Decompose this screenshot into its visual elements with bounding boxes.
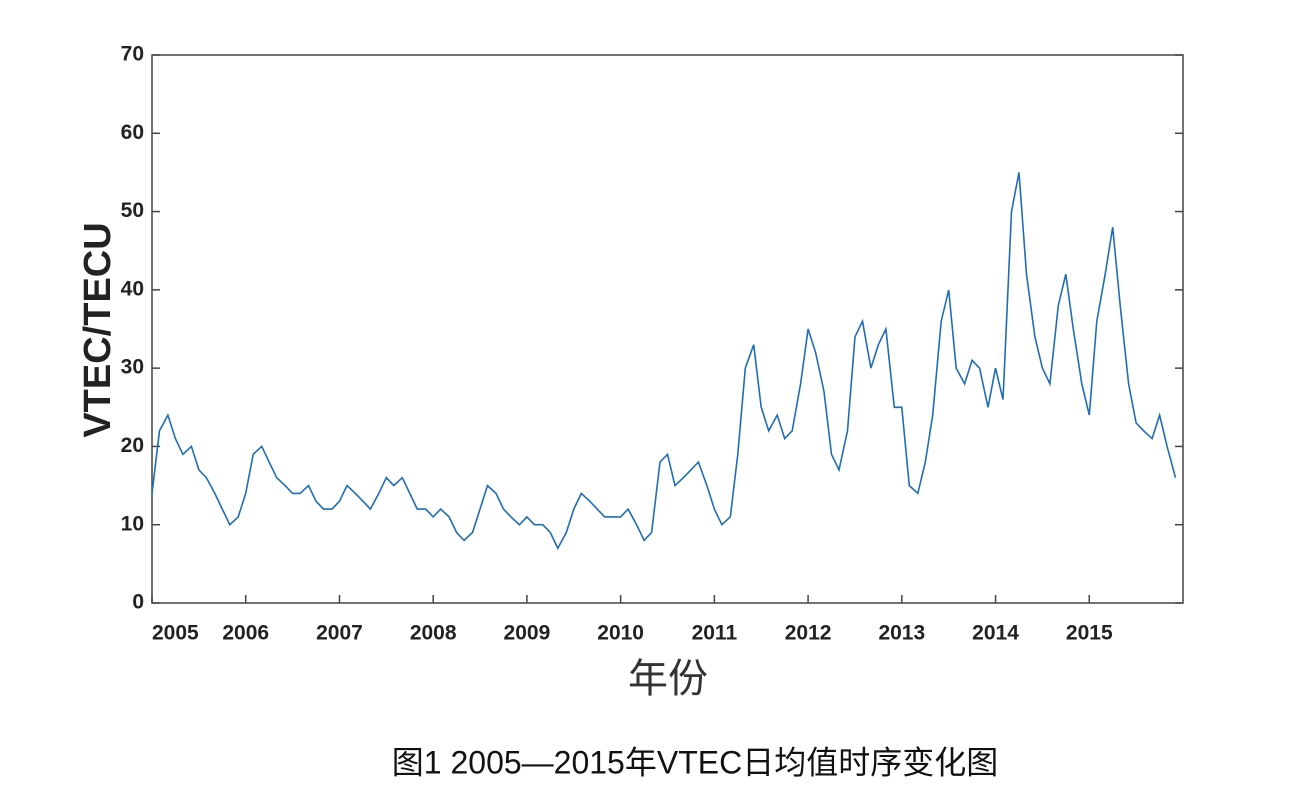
x-tick-label: 2015 [1066, 622, 1113, 645]
y-tick-label: 10 [121, 512, 144, 535]
x-tick-label: 2008 [410, 622, 457, 645]
series-line [151, 172, 1177, 550]
plot-frame [151, 54, 1184, 604]
x-tick-label: 2011 [692, 622, 738, 645]
x-tick-label: 2012 [785, 622, 832, 645]
x-axis-label: 年份 [628, 656, 708, 701]
y-tick-label: 0 [132, 591, 144, 614]
caption: 图1 2005—2015年VTEC日均值时序变化图 [392, 744, 998, 780]
y-axis-label: VTEC/TECU [77, 222, 119, 437]
x-tick-label: 2007 [316, 622, 363, 645]
x-tick-label: 2005 [152, 622, 199, 645]
y-tick-label: 30 [121, 356, 144, 379]
x-tick-label: 2009 [504, 622, 551, 645]
y-tick-label: 40 [121, 277, 144, 300]
y-tick-label: 70 [121, 43, 144, 66]
x-tick-label: 2006 [222, 622, 269, 645]
y-tick-label: 60 [121, 121, 144, 144]
y-tick-label: 50 [121, 199, 144, 222]
x-tick-label: 2014 [972, 622, 1019, 645]
y-tick-label: 20 [121, 434, 144, 457]
x-tick-label: 2010 [597, 622, 644, 645]
x-tick-label: 2013 [878, 622, 925, 645]
